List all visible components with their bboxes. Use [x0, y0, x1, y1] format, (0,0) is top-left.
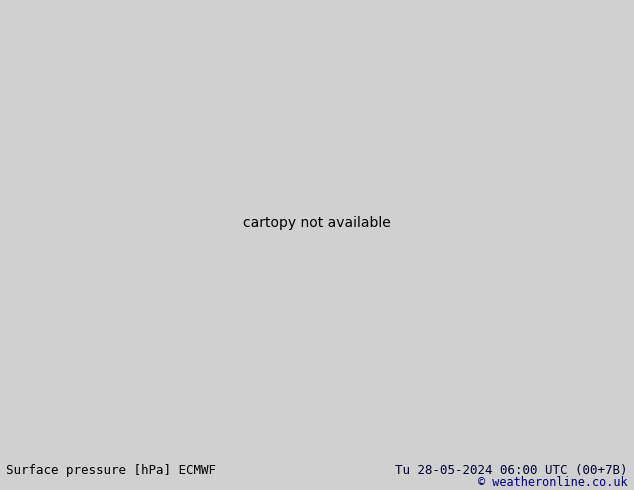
Text: Surface pressure [hPa] ECMWF: Surface pressure [hPa] ECMWF: [6, 465, 216, 477]
Text: Tu 28-05-2024 06:00 UTC (00+7B): Tu 28-05-2024 06:00 UTC (00+7B): [395, 465, 628, 477]
Text: cartopy not available: cartopy not available: [243, 216, 391, 230]
Text: © weatheronline.co.uk: © weatheronline.co.uk: [478, 476, 628, 489]
